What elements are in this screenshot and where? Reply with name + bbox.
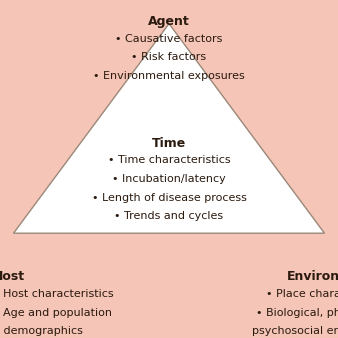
Text: • Environmental exposures: • Environmental exposures [93, 71, 245, 81]
Text: • Biological, ph-: • Biological, ph- [256, 308, 338, 318]
Text: Time: Time [152, 137, 186, 150]
Text: • Trends and cycles: • Trends and cycles [115, 211, 223, 221]
Text: • Place chara-: • Place chara- [266, 289, 338, 299]
Text: psychosocial en-: psychosocial en- [245, 326, 338, 336]
Text: • Incubation/latency: • Incubation/latency [112, 174, 226, 184]
Text: Environ-: Environ- [287, 270, 338, 283]
Text: • Causative factors: • Causative factors [115, 34, 223, 44]
Text: Host: Host [0, 270, 25, 283]
Polygon shape [14, 24, 324, 233]
Text: demographics: demographics [0, 326, 83, 336]
Text: Agent: Agent [148, 15, 190, 28]
Text: • Host characteristics: • Host characteristics [0, 289, 114, 299]
Text: • Length of disease process: • Length of disease process [92, 193, 246, 203]
Text: • Time characteristics: • Time characteristics [108, 155, 230, 166]
Text: • Age and population: • Age and population [0, 308, 112, 318]
Text: • Risk factors: • Risk factors [131, 52, 207, 63]
